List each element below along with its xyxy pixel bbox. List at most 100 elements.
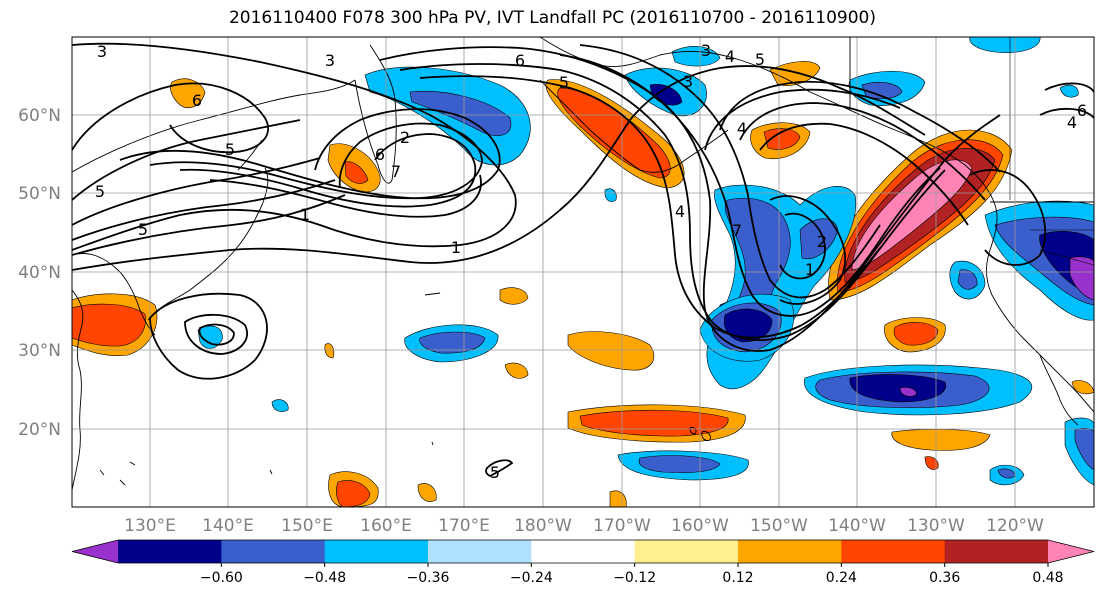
contour-label: 3 xyxy=(97,42,107,61)
colorbar: −0.60 −0.48 −0.36 −0.24 −0.12 0.12 0.24 0.36 0.4… xyxy=(71,539,1095,586)
hawaii-islands xyxy=(689,427,711,441)
pv-contour xyxy=(72,157,321,226)
pv-contour xyxy=(559,54,941,317)
fill-positive-region xyxy=(851,159,973,271)
contour-label: 1 xyxy=(451,238,461,257)
fill-negative-region xyxy=(604,188,617,202)
contour-label: 5 xyxy=(755,50,765,69)
colorbar-swatch xyxy=(118,540,222,563)
colorbar-tick-label: −0.12 xyxy=(613,570,656,586)
pv-contour xyxy=(779,212,826,280)
latitude-labels: 60°N 50°N 40°N 30°N 20°N xyxy=(18,106,61,440)
lat-label: 60°N xyxy=(18,106,61,126)
pv-contour xyxy=(209,174,482,218)
contour-label: 6 xyxy=(192,91,202,110)
pv-contour xyxy=(198,323,235,346)
fill-negative-region xyxy=(957,269,978,290)
fill-positive-region xyxy=(504,362,529,379)
contour-label: 1 xyxy=(300,205,310,224)
pv-contour xyxy=(719,80,1001,173)
lon-label: 120°W xyxy=(986,516,1044,536)
contour-label: 4 xyxy=(725,47,735,66)
colorbar-extend-max xyxy=(1048,540,1094,563)
lon-label: 170°W xyxy=(593,516,651,536)
lon-label: 160°E xyxy=(360,516,412,536)
north-america-coastline xyxy=(809,91,1094,413)
colorbar-tick-label: 0.24 xyxy=(826,570,857,586)
contour-label: 5 xyxy=(95,182,105,201)
colorbar-tick-label: −0.24 xyxy=(510,570,553,586)
china-coastline xyxy=(72,289,84,491)
contour-label: 5 xyxy=(490,463,500,482)
ivt-fill-regions xyxy=(72,37,1094,507)
fill-positive-region xyxy=(417,483,437,502)
fill-positive-region xyxy=(924,456,939,470)
contour-label: 3 xyxy=(701,41,711,60)
pv-contour xyxy=(969,169,1047,266)
colorbar-tick-label: 0.12 xyxy=(722,570,753,586)
pv-contour xyxy=(149,292,268,380)
pv-contour xyxy=(485,459,514,478)
fill-positive-region xyxy=(579,409,729,437)
pv-contour xyxy=(579,44,881,299)
fill-positive-region xyxy=(324,343,335,359)
contour-label: 6 xyxy=(515,51,525,70)
fill-negative-region xyxy=(899,387,917,397)
fill-positive-region xyxy=(499,287,529,305)
lon-label: 170°E xyxy=(438,516,490,536)
contour-labels: 3 3 6 5 5 4 3 6 5 5 6 7 2 1 5 1 6 4 4 7 … xyxy=(95,41,1087,482)
colorbar-tick-label: 0.36 xyxy=(929,570,960,586)
pv-contour xyxy=(739,102,986,201)
fill-negative-region xyxy=(197,325,223,349)
fill-negative-region xyxy=(1074,428,1094,471)
colorbar-outline xyxy=(71,539,1095,564)
colorbar-swatch xyxy=(324,540,429,563)
colorbar-tick-label: −0.36 xyxy=(407,570,450,586)
pv-contour xyxy=(419,75,881,339)
pv-contour xyxy=(72,65,926,271)
lat-label: 50°N xyxy=(18,184,61,204)
pv-contour xyxy=(184,313,248,355)
contour-label: 4 xyxy=(1067,113,1077,132)
contour-label: 2 xyxy=(400,128,410,147)
lon-label: 160°W xyxy=(671,516,729,536)
kamchatka-coastline xyxy=(354,44,397,184)
fill-negative-region xyxy=(364,66,531,166)
contour-label: 6 xyxy=(375,145,385,164)
colorbar-swatch xyxy=(634,540,739,563)
lon-label: 150°W xyxy=(750,516,808,536)
colorbar-swatch xyxy=(221,540,326,563)
plot-frame xyxy=(71,36,1095,508)
baja-coastline xyxy=(1039,354,1079,426)
longitude-labels: 130°E 140°E 150°E 160°E 170°E 180°W 170°… xyxy=(124,516,1044,536)
contour-label: 7 xyxy=(732,221,742,240)
alaska-peninsula xyxy=(539,79,729,173)
pv-contour xyxy=(759,122,969,226)
pv-contour xyxy=(72,119,301,201)
contour-label: 1 xyxy=(805,260,815,279)
pv-contour xyxy=(72,194,346,256)
contour-label: 4 xyxy=(675,202,685,221)
lon-label: 140°E xyxy=(202,516,254,536)
fill-negative-region xyxy=(271,399,289,412)
fill-positive-region xyxy=(763,128,801,150)
contour-label: 7 xyxy=(391,162,401,181)
pv-contour xyxy=(704,88,901,151)
pv-contour xyxy=(72,82,270,154)
pv-contour xyxy=(1044,82,1094,93)
colorbar-swatch xyxy=(841,540,946,563)
lon-label: 130°E xyxy=(124,516,176,536)
fill-negative-region xyxy=(409,90,512,136)
lon-label: 140°W xyxy=(828,516,886,536)
pv-contour xyxy=(72,42,517,251)
siberia-coastline xyxy=(72,79,356,173)
contour-label: 3 xyxy=(325,51,335,70)
contour-label: 5 xyxy=(225,140,235,159)
fill-positive-region xyxy=(72,303,146,347)
fill-positive-region xyxy=(344,161,369,184)
pv-contours xyxy=(72,42,1094,478)
lat-label: 40°N xyxy=(18,263,61,283)
colorbar-swatch xyxy=(531,540,636,563)
colorbar-swatch xyxy=(738,540,842,563)
fill-negative-region xyxy=(969,37,1041,53)
